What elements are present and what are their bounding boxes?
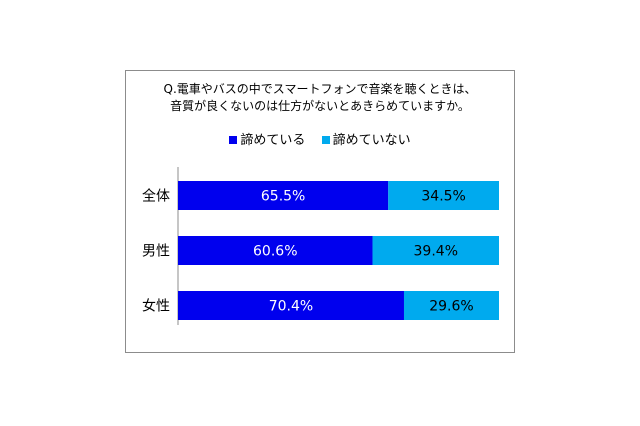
legend-swatch-series-1 — [229, 136, 238, 144]
bar-segment — [388, 181, 499, 210]
chart-legend: 諦めている 諦めていない — [126, 129, 514, 148]
data-label: 60.6% — [253, 244, 297, 260]
data-label: 70.4% — [269, 299, 313, 315]
chart-title-line-1: Q.電車やバスの中でスマートフォンで音楽を聴くときは、 — [163, 82, 477, 96]
bar-segment — [178, 181, 389, 210]
legend-label-series-1: 諦めている — [240, 133, 306, 148]
legend-item-series-1: 諦めている — [229, 129, 305, 148]
category-label: 男性 — [142, 244, 170, 260]
bar-segment — [403, 291, 499, 320]
bar-chart-plot: 全体 65.5% 34.5% 男性 60.6% 39.4% 女性 70.4% 29.6% — [142, 167, 499, 325]
data-label: 29.6% — [429, 299, 473, 315]
category-label: 全体 — [142, 188, 170, 205]
bar-segment — [178, 236, 373, 265]
bar-segment — [372, 236, 499, 265]
legend-swatch-series-2 — [321, 136, 330, 144]
data-label: 34.5% — [421, 189, 465, 205]
data-label: 39.4% — [414, 244, 458, 260]
bar-segment — [178, 291, 404, 320]
legend-item-series-2: 諦めていない — [321, 129, 411, 148]
category-label: 女性 — [142, 298, 170, 315]
data-label: 65.5% — [261, 189, 305, 205]
chart-frame: Q.電車やバスの中でスマートフォンで音楽を聴くときは、 音質が良くないのは仕方が… — [125, 70, 515, 353]
chart-title-line-2: 音質が良くないのは仕方がないとあきらめていますか。 — [170, 99, 470, 113]
legend-label-series-2: 諦めていない — [332, 133, 411, 148]
